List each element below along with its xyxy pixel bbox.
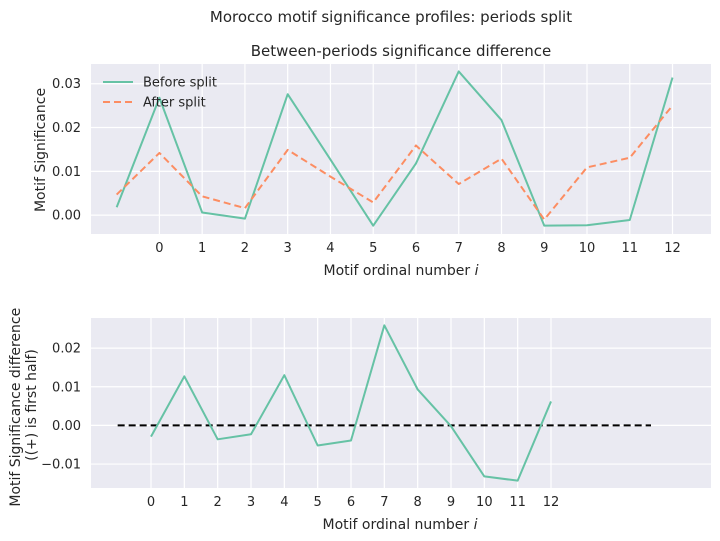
- x-tick-label: 5: [314, 495, 322, 510]
- bottom-chart: 0 1 2 3 4 5 6 7 8 9 10 11 12 −0.010.000.010.02 Motif…: [8, 303, 711, 533]
- y-tick-label: 0.00: [52, 419, 81, 434]
- series-line-before-split: [115, 70, 674, 227]
- x-tick-label: 2: [241, 241, 249, 256]
- x-tick-label: 1: [198, 241, 206, 256]
- x-tick-label: 1: [180, 495, 188, 510]
- x-tick-label: 9: [540, 241, 548, 256]
- bottom-chart-y-axis-label-line2: ((+) is first half): [24, 349, 40, 461]
- x-tick-label: 2: [214, 495, 222, 510]
- y-tick-label: 0.03: [52, 77, 81, 92]
- x-tick-label: 11: [621, 241, 638, 256]
- y-tick-label: 0.00: [52, 209, 81, 224]
- x-tick-label: 4: [326, 241, 334, 256]
- bottom-chart-x-axis-label: Motif ordinal number i: [322, 517, 477, 533]
- bottom-chart-y-ticks: −0.01 0.00 0.01 0.02: [41, 342, 81, 473]
- top-chart-x-axis-label: Motif ordinal number i: [323, 263, 478, 279]
- y-tick-label: 0.01: [52, 165, 81, 180]
- legend-label: After split: [143, 96, 206, 111]
- top-chart-plot-area: [91, 64, 711, 234]
- x-tick-label: 8: [414, 495, 422, 510]
- bottom-chart-plot-area: [91, 318, 711, 488]
- y-tick-label: 0.02: [52, 121, 81, 136]
- top-chart-legend: Before split After split: [103, 76, 217, 111]
- bottom-chart-y-axis-label-line1: Motif Significance difference: [8, 308, 24, 507]
- x-tick-label: 6: [347, 495, 355, 510]
- x-tick-label: 3: [284, 241, 292, 256]
- x-tick-label: 12: [543, 495, 560, 510]
- x-tick-label: 8: [497, 241, 505, 256]
- x-tick-label: 10: [579, 241, 596, 256]
- x-tick-label: 6: [412, 241, 420, 256]
- top-chart: Between-periods significance difference …: [33, 42, 711, 279]
- x-tick-label: 5: [369, 241, 377, 256]
- y-tick-label: 0.01: [52, 380, 81, 395]
- bottom-chart-y-axis-label: Motif Significance difference ((+) is fi…: [8, 303, 40, 506]
- top-chart-y-axis-label: Motif Significance: [33, 88, 49, 212]
- x-tick-label: 4: [280, 495, 288, 510]
- x-tick-label: 0: [147, 495, 155, 510]
- y-tick-label: −0.01: [41, 458, 81, 473]
- bottom-chart-x-ticks: 0 1 2 3 4 5 6 7 8 9 10 11 12: [147, 495, 559, 510]
- x-tick-label: 7: [455, 241, 463, 256]
- bottom-chart-series: [117, 324, 651, 482]
- x-tick-label: 10: [476, 495, 493, 510]
- top-chart-x-ticks: 0 1 2 3 4 5 6 7 8 9 10 11 12: [155, 241, 681, 256]
- top-chart-series: [115, 70, 674, 227]
- x-tick-label: 3: [247, 495, 255, 510]
- top-chart-y-ticks: 0.00 0.01 0.02 0.03: [52, 77, 81, 223]
- x-tick-label: 12: [664, 241, 681, 256]
- x-tick-label: 9: [447, 495, 455, 510]
- series-line-after-split: [115, 104, 674, 221]
- figure-suptitle: Morocco motif significance profiles: per…: [210, 8, 572, 26]
- series-line-difference: [150, 324, 552, 482]
- top-chart-title: Between-periods significance difference: [251, 42, 552, 60]
- x-tick-label: 7: [380, 495, 388, 510]
- x-tick-label: 0: [155, 241, 163, 256]
- y-tick-label: 0.02: [52, 342, 81, 357]
- x-tick-label: 11: [509, 495, 526, 510]
- top-chart-grid: [91, 64, 711, 234]
- legend-label: Before split: [143, 76, 217, 91]
